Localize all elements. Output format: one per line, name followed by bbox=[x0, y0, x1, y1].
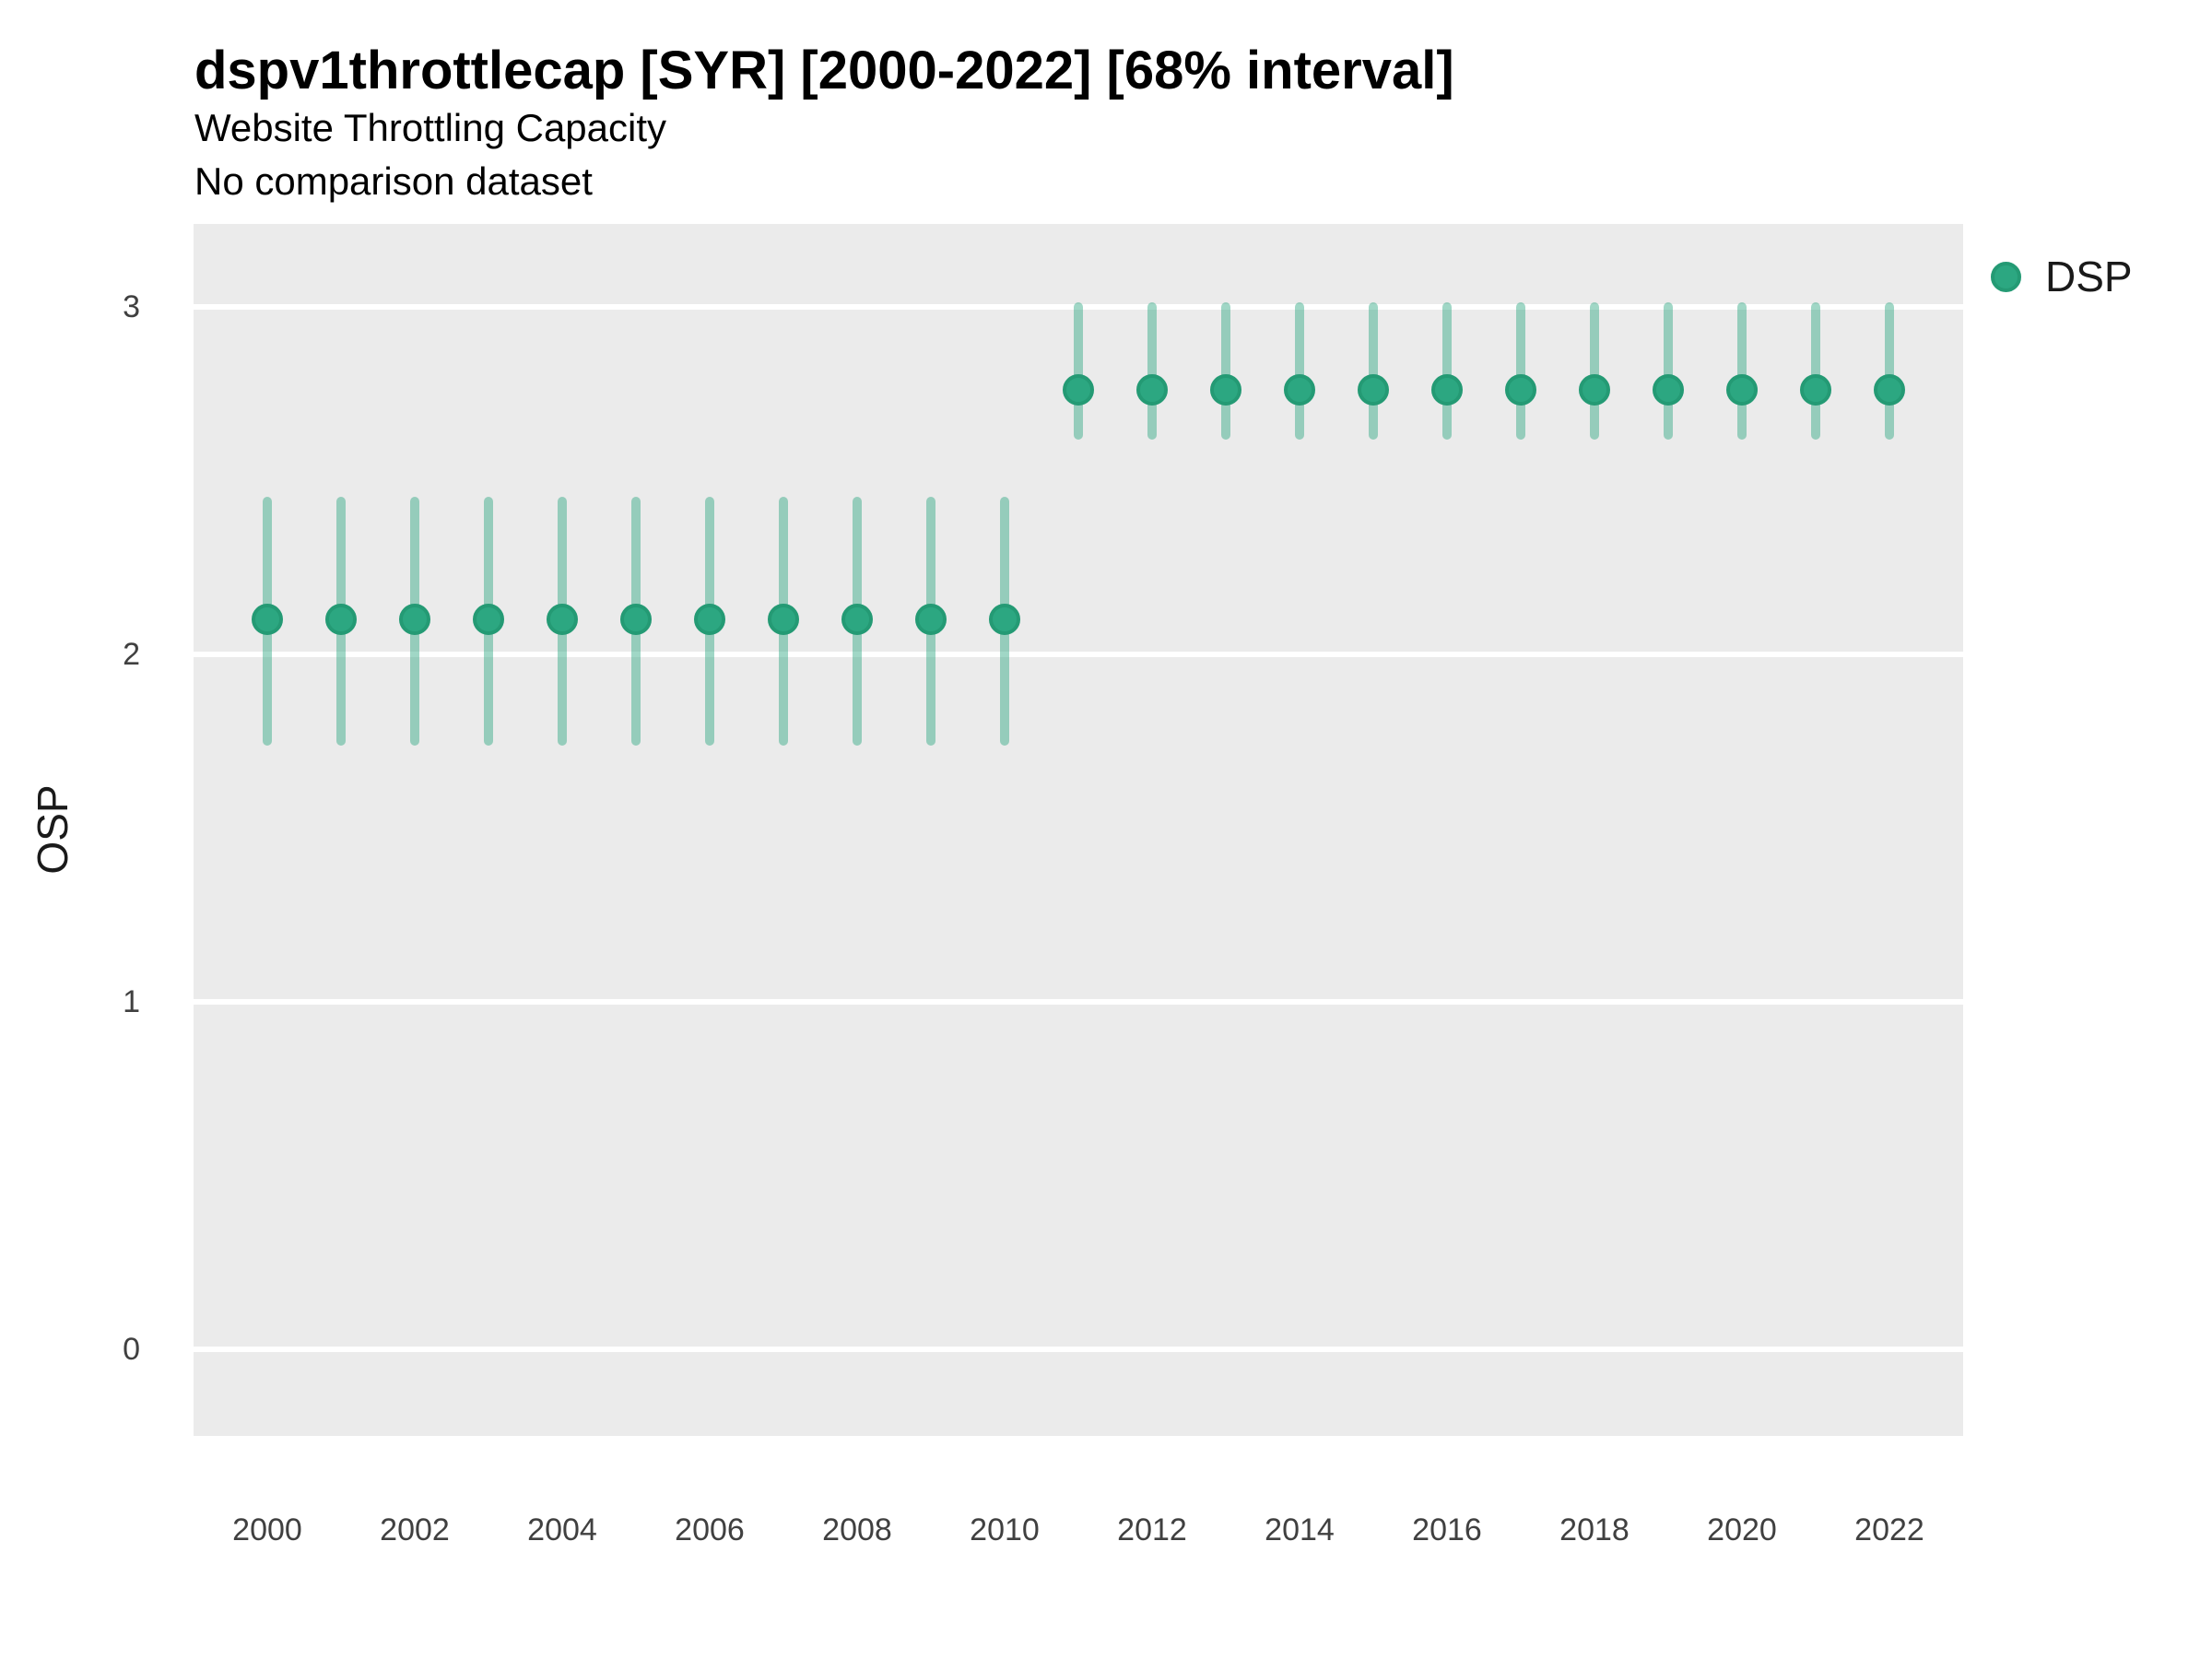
gridline-y-2 bbox=[194, 652, 1963, 657]
interval-bar-2013 bbox=[1221, 302, 1230, 441]
data-point-2011 bbox=[1063, 374, 1094, 406]
x-tick-label-2000: 2000 bbox=[232, 1512, 302, 1547]
x-tick-label-2016: 2016 bbox=[1412, 1512, 1482, 1547]
legend-point-icon bbox=[1991, 261, 2021, 292]
comparison-note: No comparison dataset bbox=[194, 159, 593, 203]
interval-bar-2020 bbox=[1737, 302, 1747, 441]
data-point-2010 bbox=[989, 604, 1020, 636]
interval-bar-2017 bbox=[1516, 302, 1525, 441]
gridline-y-1 bbox=[194, 999, 1963, 1005]
plot-panel bbox=[194, 224, 1963, 1436]
data-point-2003 bbox=[473, 604, 504, 636]
interval-bar-2015 bbox=[1369, 302, 1378, 441]
interval-bar-2016 bbox=[1442, 302, 1452, 441]
y-tick-label-2: 2 bbox=[123, 637, 140, 672]
x-tick-label-2010: 2010 bbox=[970, 1512, 1040, 1547]
data-point-2009 bbox=[915, 604, 947, 636]
data-point-2019 bbox=[1653, 374, 1684, 406]
data-point-2022 bbox=[1874, 374, 1905, 406]
interval-bar-2012 bbox=[1147, 302, 1157, 441]
data-point-2012 bbox=[1136, 374, 1168, 406]
data-point-2021 bbox=[1800, 374, 1831, 406]
data-point-2013 bbox=[1210, 374, 1241, 406]
interval-bar-2022 bbox=[1885, 302, 1894, 441]
data-point-2018 bbox=[1579, 374, 1610, 406]
data-point-2000 bbox=[252, 604, 283, 636]
data-point-2016 bbox=[1431, 374, 1463, 406]
data-point-2015 bbox=[1358, 374, 1389, 406]
data-point-2007 bbox=[768, 604, 799, 636]
interval-bar-2019 bbox=[1664, 302, 1673, 441]
interval-bar-2011 bbox=[1074, 302, 1083, 441]
x-tick-label-2006: 2006 bbox=[675, 1512, 745, 1547]
data-point-2005 bbox=[620, 604, 652, 636]
x-tick-label-2012: 2012 bbox=[1117, 1512, 1187, 1547]
x-tick-label-2004: 2004 bbox=[527, 1512, 597, 1547]
data-point-2008 bbox=[841, 604, 873, 636]
data-point-2014 bbox=[1284, 374, 1315, 406]
y-tick-label-3: 3 bbox=[123, 289, 140, 324]
data-point-2004 bbox=[547, 604, 578, 636]
x-tick-label-2018: 2018 bbox=[1559, 1512, 1630, 1547]
gridline-y-0 bbox=[194, 1347, 1963, 1352]
chart-subtitle: Website Throttling Capacity bbox=[194, 106, 667, 149]
interval-bar-2018 bbox=[1590, 302, 1599, 441]
interval-bar-2021 bbox=[1811, 302, 1820, 441]
chart-title: dspv1throttlecap [SYR] [2000-2022] [68% … bbox=[194, 41, 1454, 100]
x-tick-label-2014: 2014 bbox=[1265, 1512, 1335, 1547]
y-axis-title: OSP bbox=[29, 784, 76, 875]
data-point-2020 bbox=[1726, 374, 1758, 406]
x-tick-label-2022: 2022 bbox=[1854, 1512, 1924, 1547]
x-tick-label-2020: 2020 bbox=[1707, 1512, 1777, 1547]
data-point-2001 bbox=[325, 604, 357, 636]
data-point-2017 bbox=[1505, 374, 1536, 406]
gridline-y-3 bbox=[194, 304, 1963, 310]
legend-label: DSP bbox=[2045, 253, 2133, 300]
x-tick-label-2002: 2002 bbox=[380, 1512, 450, 1547]
y-tick-label-0: 0 bbox=[123, 1332, 140, 1367]
data-point-2006 bbox=[694, 604, 725, 636]
data-point-2002 bbox=[399, 604, 430, 636]
y-tick-label-1: 1 bbox=[123, 984, 140, 1019]
legend: DSP bbox=[1991, 253, 2133, 300]
interval-bar-2014 bbox=[1295, 302, 1304, 441]
x-tick-label-2008: 2008 bbox=[822, 1512, 892, 1547]
